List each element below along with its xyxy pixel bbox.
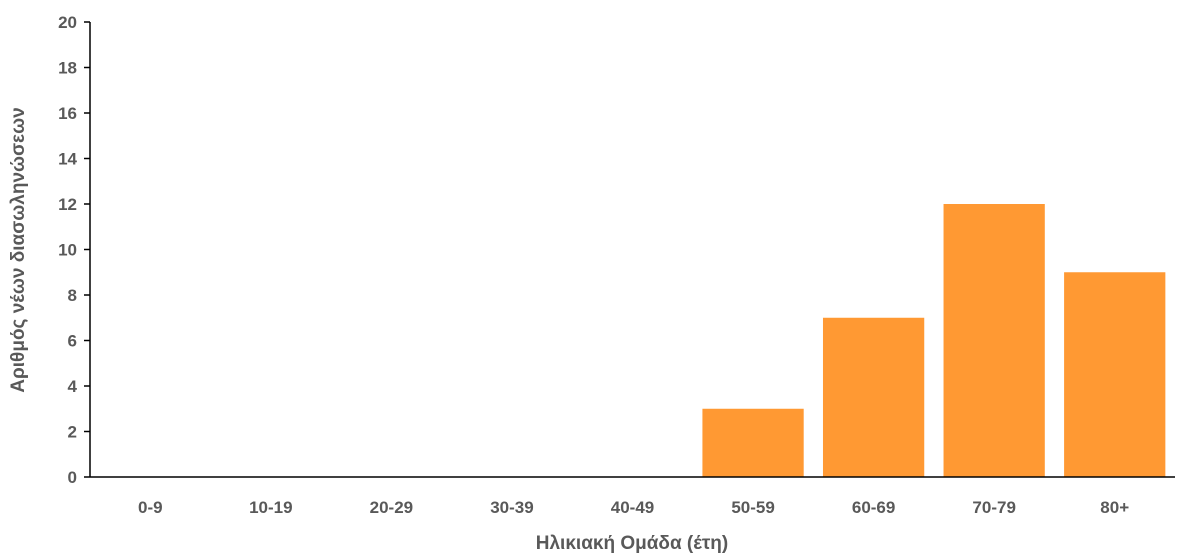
x-tick-label: 60-69	[852, 498, 895, 517]
y-tick-label: 12	[58, 195, 77, 214]
x-tick-label: 10-19	[249, 498, 292, 517]
x-tick-label: 40-49	[611, 498, 654, 517]
y-tick-label: 20	[58, 13, 77, 32]
y-axis-title: Αριθμός νέων διασωληνώσεων	[8, 107, 29, 392]
bar-70-79	[943, 204, 1045, 477]
x-tick-label: 80+	[1100, 498, 1129, 517]
x-tick-label: 50-59	[731, 498, 774, 517]
x-tick-label: 70-79	[972, 498, 1015, 517]
y-axis-ticks: 0 2 4 6 8 10 12 14 16 18 20	[58, 13, 90, 487]
y-tick-label: 14	[58, 150, 77, 169]
y-tick-label: 6	[68, 332, 77, 351]
x-tick-label: 20-29	[370, 498, 413, 517]
bar-80+	[1064, 272, 1166, 477]
y-tick-label: 2	[68, 423, 77, 442]
x-tick-label: 30-39	[490, 498, 533, 517]
x-tick-label: 0-9	[138, 498, 163, 517]
y-tick-label: 0	[68, 468, 77, 487]
y-tick-label: 8	[68, 286, 77, 305]
y-tick-label: 18	[58, 59, 77, 78]
y-tick-label: 4	[68, 377, 78, 396]
bar-60-69	[822, 317, 925, 477]
bars-group	[702, 204, 1166, 477]
bar-50-59	[702, 408, 804, 477]
x-axis-ticks: 0-9 10-19 20-29 30-39 40-49 50-59 60-69 70-79 80…	[138, 498, 1129, 517]
y-tick-label: 10	[58, 241, 77, 260]
x-axis-title: Ηλικιακή Ομάδα (έτη)	[536, 533, 728, 554]
y-tick-label: 16	[58, 104, 77, 123]
